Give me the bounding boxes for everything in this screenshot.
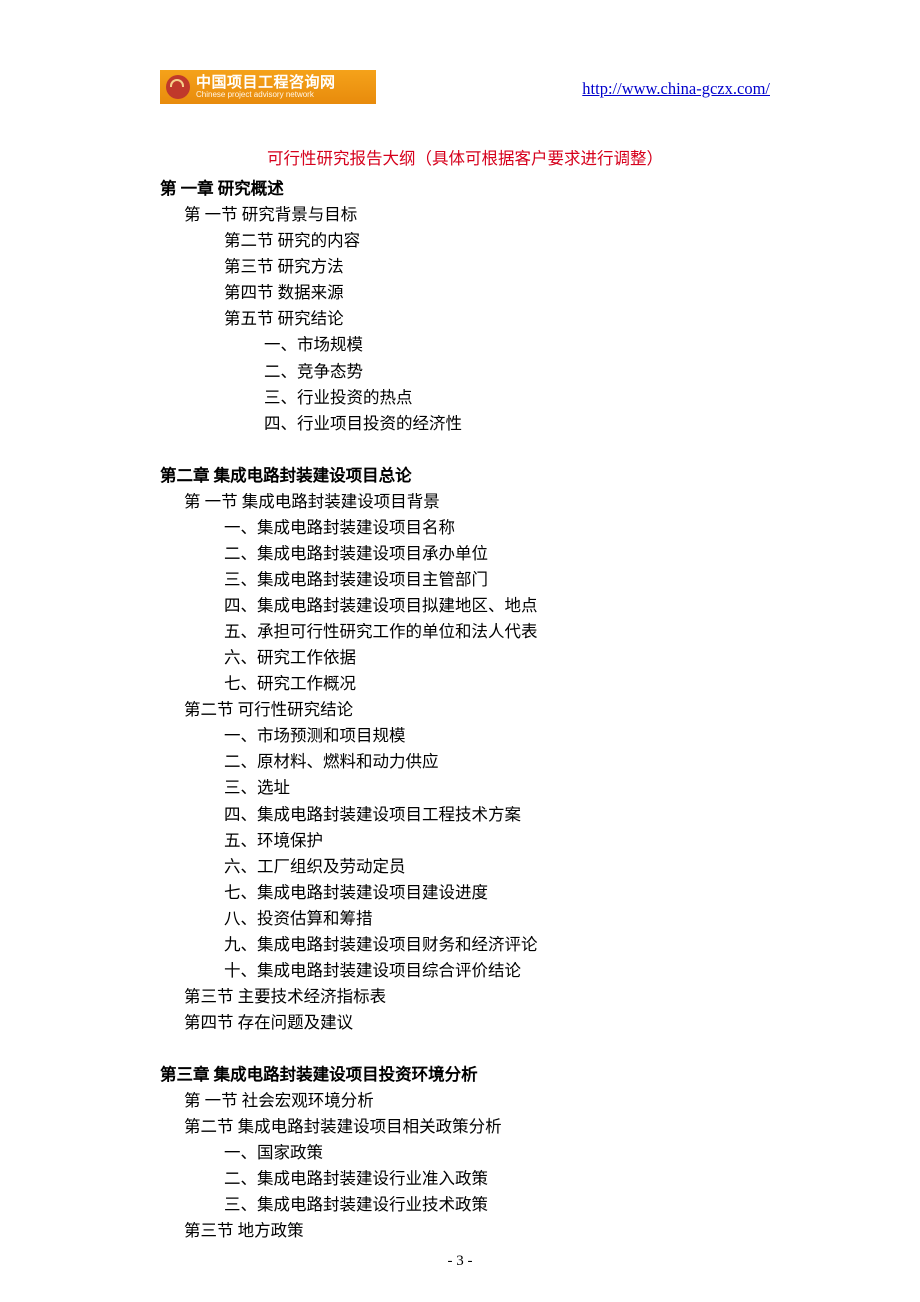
ch1-item-1: 一、市场规模 [160,332,770,358]
logo-title-en: Chinese project advisory network [196,91,336,99]
ch2-s1-item-6: 六、研究工作依据 [160,645,770,671]
ch2-s1-item-5: 五、承担可行性研究工作的单位和法人代表 [160,619,770,645]
ch2-s2-item-7: 七、集成电路封装建设项目建设进度 [160,880,770,906]
ch2-s2-item-5: 五、环境保护 [160,828,770,854]
section-spacer [160,437,770,461]
ch1-item-2: 二、竞争态势 [160,359,770,385]
logo-title-cn: 中国项目工程咨询网 [196,75,336,91]
ch3-section-3: 第三节 地方政策 [160,1218,770,1244]
ch1-section-1: 第 一节 研究背景与目标 [160,202,770,228]
ch2-s2-item-2: 二、原材料、燃料和动力供应 [160,749,770,775]
ch2-s2-item-8: 八、投资估算和筹措 [160,906,770,932]
section-spacer [160,1036,770,1060]
ch2-section-1: 第 一节 集成电路封装建设项目背景 [160,489,770,515]
ch2-s2-item-1: 一、市场预测和项目规模 [160,723,770,749]
ch1-item-3: 三、行业投资的热点 [160,385,770,411]
ch3-s2-item-1: 一、国家政策 [160,1140,770,1166]
document-page: 中国项目工程咨询网 Chinese project advisory netwo… [0,0,920,1302]
ch3-section-1: 第 一节 社会宏观环境分析 [160,1088,770,1114]
page-number: - 3 - [0,1250,920,1274]
chapter-2-title: 第二章 集成电路封装建设项目总论 [160,463,770,489]
ch1-section-3: 第三节 研究方法 [160,254,770,280]
ch1-section-5: 第五节 研究结论 [160,306,770,332]
ch2-s1-item-4: 四、集成电路封装建设项目拟建地区、地点 [160,593,770,619]
source-url-link[interactable]: http://www.china-gczx.com/ [582,76,770,104]
chapter-1-title: 第 一章 研究概述 [160,176,770,202]
ch3-s2-item-3: 三、集成电路封装建设行业技术政策 [160,1192,770,1218]
ch2-section-3: 第三节 主要技术经济指标表 [160,984,770,1010]
ch2-s1-item-1: 一、集成电路封装建设项目名称 [160,515,770,541]
ch2-s2-item-6: 六、工厂组织及劳动定员 [160,854,770,880]
ch1-item-4: 四、行业项目投资的经济性 [160,411,770,437]
ch2-s1-item-3: 三、集成电路封装建设项目主管部门 [160,567,770,593]
ch2-s2-item-4: 四、集成电路封装建设项目工程技术方案 [160,802,770,828]
logo-icon [166,75,190,99]
ch2-section-4: 第四节 存在问题及建议 [160,1010,770,1036]
ch2-s1-item-7: 七、研究工作概况 [160,671,770,697]
outline-title: 可行性研究报告大纲（具体可根据客户要求进行调整） [200,146,730,172]
site-logo: 中国项目工程咨询网 Chinese project advisory netwo… [160,70,376,104]
ch2-s2-item-9: 九、集成电路封装建设项目财务和经济评论 [160,932,770,958]
chapter-3-title: 第三章 集成电路封装建设项目投资环境分析 [160,1062,770,1088]
ch2-s2-item-10: 十、集成电路封装建设项目综合评价结论 [160,958,770,984]
ch2-s2-item-3: 三、选址 [160,775,770,801]
page-header: 中国项目工程咨询网 Chinese project advisory netwo… [160,70,770,104]
ch1-section-4: 第四节 数据来源 [160,280,770,306]
ch2-s1-item-2: 二、集成电路封装建设项目承办单位 [160,541,770,567]
logo-text: 中国项目工程咨询网 Chinese project advisory netwo… [196,75,336,99]
ch1-section-2: 第二节 研究的内容 [160,228,770,254]
ch3-section-2: 第二节 集成电路封装建设项目相关政策分析 [160,1114,770,1140]
ch2-section-2: 第二节 可行性研究结论 [160,697,770,723]
ch3-s2-item-2: 二、集成电路封装建设行业准入政策 [160,1166,770,1192]
